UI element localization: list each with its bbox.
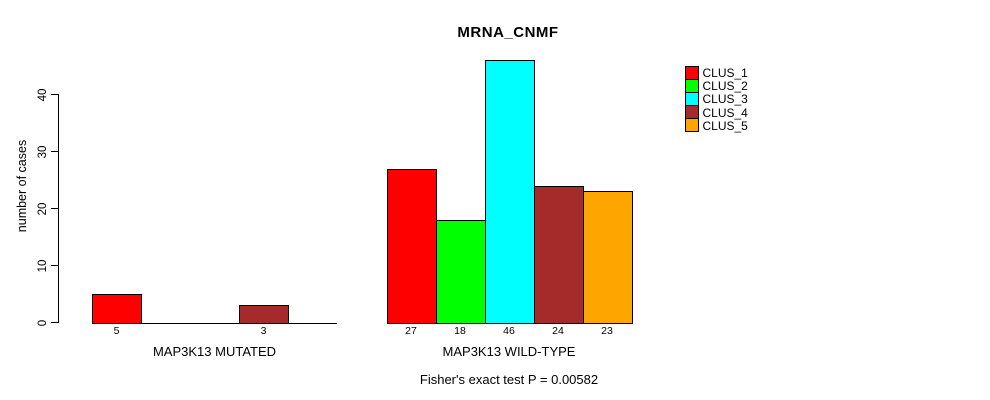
bar-value-label: 23 [601, 324, 613, 337]
legend-swatch-clus_4 [684, 105, 699, 120]
legend-swatch-clus_5 [684, 118, 699, 133]
bar-value-label: 24 [552, 324, 564, 337]
bar-clus_1 [92, 294, 142, 324]
y-axis-tick-mark [51, 321, 58, 324]
legend-label: CLUS_4 [702, 105, 748, 120]
y-axis-label: number of cases [15, 139, 29, 233]
y-axis-line [57, 94, 59, 323]
legend-label: CLUS_2 [702, 79, 748, 94]
bar-clus_3 [484, 60, 535, 324]
legend-item: CLUS_1 [684, 65, 765, 80]
legend-label: CLUS_3 [702, 92, 748, 107]
x-axis-group-label: MAP3K13 WILD-TYPE [442, 344, 576, 359]
y-axis-tick-label: 40 [37, 88, 49, 101]
y-axis-tick-label: 10 [37, 259, 49, 272]
y-axis-tick-mark [51, 93, 58, 96]
legend-item: CLUS_3 [684, 91, 765, 107]
bar-value-label: 27 [405, 324, 417, 337]
bar-value-label: 5 [113, 324, 120, 337]
legend-label: CLUS_5 [702, 118, 748, 133]
fisher-test-annotation: Fisher's exact test P = 0.00582 [419, 372, 599, 387]
legend-swatch-clus_1 [684, 65, 699, 80]
legend-swatch-clus_3 [684, 91, 699, 106]
y-axis-tick-mark [51, 264, 58, 267]
group-baseline [92, 322, 337, 324]
bar-value-label: 3 [260, 324, 267, 337]
y-axis-tick-label: 20 [37, 202, 49, 215]
chart-title: MRNA_CNMF [457, 24, 559, 41]
bar-clus_4 [239, 305, 289, 324]
bar-clus_5 [582, 191, 633, 324]
bar-clus_4 [533, 185, 584, 324]
x-axis-group-label: MAP3K13 MUTATED [152, 344, 277, 359]
y-axis-tick-label: 30 [37, 145, 49, 158]
legend-item: CLUS_4 [684, 105, 765, 120]
legend-item: CLUS_5 [684, 118, 765, 133]
bar-clus_1 [386, 168, 437, 324]
legend-swatch-clus_2 [684, 78, 699, 93]
legend-label: CLUS_1 [702, 66, 748, 80]
y-axis-tick-mark [51, 207, 58, 210]
y-axis-tick-mark [51, 150, 58, 153]
bar-value-label: 46 [503, 324, 515, 337]
legend-item: CLUS_2 [684, 78, 765, 94]
y-axis-tick-label: 0 [37, 319, 49, 326]
bar-clus_2 [435, 219, 486, 324]
bar-value-label: 18 [454, 324, 466, 337]
